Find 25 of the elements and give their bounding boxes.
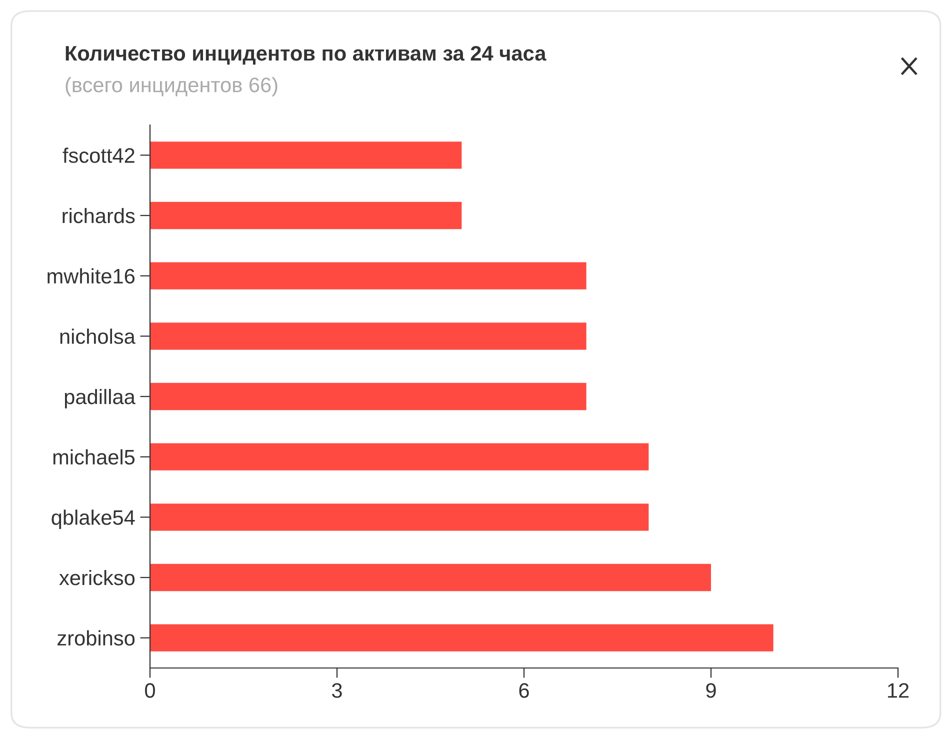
x-tick-label: 3 bbox=[332, 683, 342, 698]
y-tick-label: mwhite16 bbox=[48, 268, 135, 284]
bar bbox=[150, 382, 586, 410]
bar bbox=[150, 262, 586, 290]
y-tick-label: zrobinso bbox=[58, 630, 135, 646]
bar bbox=[150, 564, 711, 592]
x-tick-label: 12 bbox=[888, 683, 909, 698]
y-tick-label: qblake54 bbox=[52, 510, 135, 530]
y-tick-label: michael5 bbox=[53, 449, 135, 465]
y-tick-label: richards bbox=[62, 208, 135, 224]
bar bbox=[150, 322, 586, 350]
chart-title: Количество инцидентов по активам за 24 часа bbox=[66, 46, 546, 65]
y-tick-label: nicholsa bbox=[60, 328, 136, 344]
x-tick-label: 9 bbox=[706, 683, 716, 698]
y-tick-label: xerickso bbox=[59, 570, 135, 586]
y-tick-label: padillaa bbox=[64, 388, 136, 408]
x-tick-label: 0 bbox=[145, 683, 155, 698]
bar bbox=[150, 142, 462, 169]
y-tick-label: fscott42 bbox=[62, 148, 134, 163]
bar bbox=[150, 504, 649, 531]
x-tick-label: 6 bbox=[519, 683, 529, 698]
bar bbox=[150, 443, 649, 470]
bar bbox=[150, 202, 462, 230]
bar bbox=[150, 624, 774, 652]
chart-subtitle: (всего инцидентов 66) bbox=[66, 77, 278, 96]
